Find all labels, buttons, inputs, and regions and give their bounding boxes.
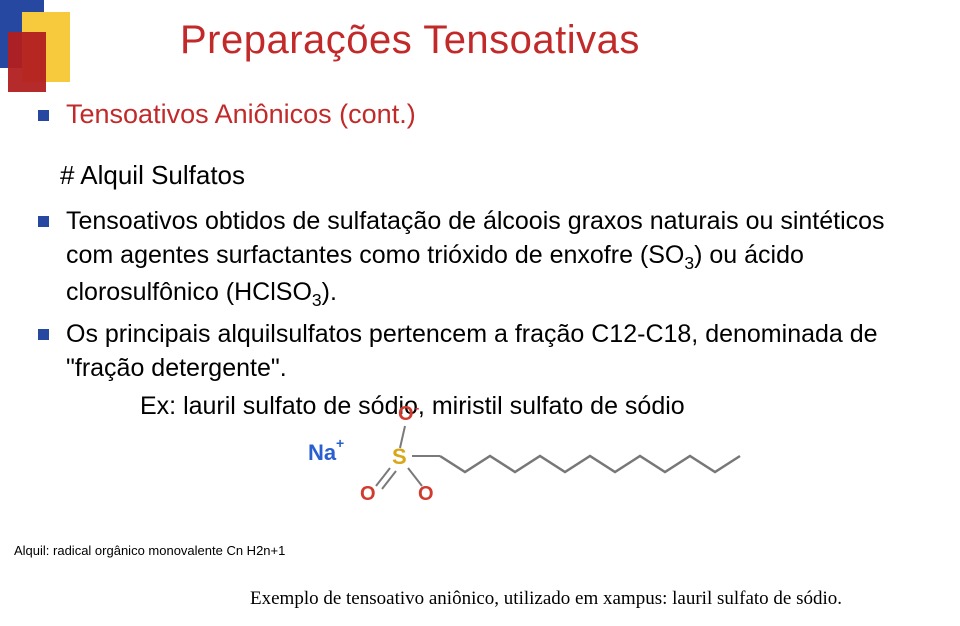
list-item: Tensoativos obtidos de sulfatação de álc… bbox=[30, 205, 930, 312]
svg-text:Na: Na bbox=[308, 440, 337, 465]
svg-text:-: - bbox=[415, 400, 419, 415]
section-heading-text: Tensoativos Aniônicos (cont.) bbox=[66, 99, 416, 129]
svg-text:O: O bbox=[418, 483, 434, 505]
bullet-list: Tensoativos obtidos de sulfatação de álc… bbox=[30, 205, 930, 386]
section-heading: Tensoativos Aniônicos (cont.) bbox=[30, 98, 930, 130]
footnote: Alquil: radical orgânico monovalente Cn … bbox=[14, 543, 285, 558]
title-text: Preparações Tensoativas bbox=[180, 18, 640, 62]
sub-heading: # Alquil Sulfatos bbox=[60, 160, 930, 191]
molecule-svg: Na + O - S O O bbox=[300, 400, 800, 520]
list-item-text: Os principais alquilsulfatos pertencem a… bbox=[66, 320, 878, 382]
slide-title: Preparações Tensoativas bbox=[180, 18, 640, 63]
bottom-caption: Exemplo de tensoativo aniônico, utilizad… bbox=[250, 588, 842, 610]
corner-decoration bbox=[0, 0, 90, 105]
svg-text:+: + bbox=[336, 435, 344, 451]
list-item: Os principais alquilsulfatos pertencem a… bbox=[30, 318, 930, 386]
svg-text:S: S bbox=[392, 444, 407, 469]
svg-text:O: O bbox=[360, 483, 376, 505]
content-area: Tensoativos Aniônicos (cont.) # Alquil S… bbox=[30, 98, 930, 421]
deco-rect-red bbox=[8, 32, 46, 92]
svg-text:O: O bbox=[398, 403, 414, 425]
molecule-diagram: Na + O - S O O bbox=[300, 400, 800, 520]
